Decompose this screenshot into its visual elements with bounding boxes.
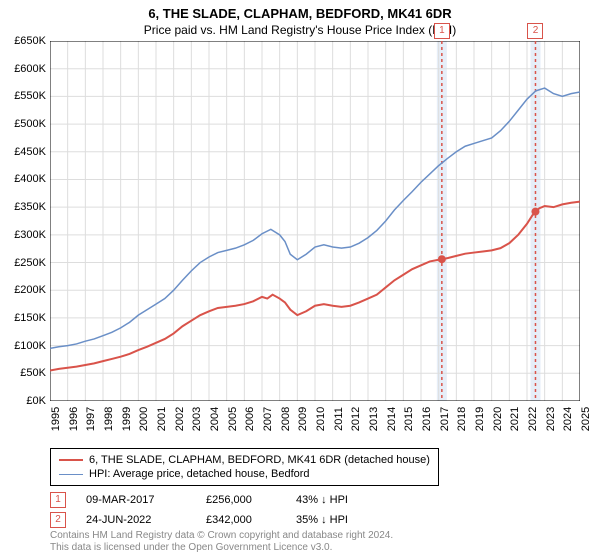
y-axis-tick-label: £550K: [14, 90, 46, 102]
x-axis-tick-label: 2013: [368, 407, 380, 431]
y-axis-tick-label: £50K: [20, 367, 46, 379]
x-axis-tick-label: 2021: [509, 407, 521, 431]
x-axis-tick-label: 2009: [297, 407, 309, 431]
x-axis-tick-label: 2022: [527, 407, 539, 431]
x-axis-tick-label: 2015: [403, 407, 415, 431]
sale-marker-badge: 1: [434, 23, 450, 39]
legend-swatch: [59, 459, 83, 461]
y-axis-tick-label: £400K: [14, 173, 46, 185]
sale-marker-badge: 2: [527, 23, 543, 39]
x-axis-tick-label: 2016: [421, 407, 433, 431]
y-axis-tick-label: £600K: [14, 63, 46, 75]
x-axis-tick-label: 1999: [121, 407, 133, 431]
x-axis-tick-label: 1996: [68, 407, 80, 431]
y-axis-tick-label: £350K: [14, 201, 46, 213]
y-axis-tick-label: £0K: [26, 395, 46, 407]
x-axis-tick-label: 2010: [315, 407, 327, 431]
x-axis-tick-label: 1997: [85, 407, 97, 431]
x-axis-tick-label: 2003: [191, 407, 203, 431]
x-axis-tick-label: 2000: [138, 407, 150, 431]
y-axis-tick-label: £650K: [14, 35, 46, 47]
sale-row: 1 09-MAR-2017 £256,000 43% ↓ HPI: [50, 490, 386, 510]
legend-label: HPI: Average price, detached house, Bedf…: [89, 468, 310, 480]
legend-swatch: [59, 474, 83, 475]
footer-line-1: Contains HM Land Registry data © Crown c…: [50, 530, 393, 542]
y-axis-tick-label: £500K: [14, 118, 46, 130]
x-axis-tick-label: 2012: [350, 407, 362, 431]
y-axis-tick-label: £450K: [14, 146, 46, 158]
chart-container: 6, THE SLADE, CLAPHAM, BEDFORD, MK41 6DR…: [0, 0, 600, 560]
x-axis-tick-label: 2005: [227, 407, 239, 431]
x-axis-tick-label: 1998: [103, 407, 115, 431]
x-axis-tick-label: 2004: [209, 407, 221, 431]
y-axis-tick-label: £150K: [14, 312, 46, 324]
legend-label: 6, THE SLADE, CLAPHAM, BEDFORD, MK41 6DR…: [89, 454, 430, 466]
sale-price: £342,000: [206, 514, 276, 526]
sale-price: £256,000: [206, 494, 276, 506]
y-axis-tick-label: £200K: [14, 284, 46, 296]
sale-index-badge: 2: [50, 512, 66, 528]
sale-row: 2 24-JUN-2022 £342,000 35% ↓ HPI: [50, 510, 386, 530]
legend-item: 6, THE SLADE, CLAPHAM, BEDFORD, MK41 6DR…: [59, 453, 430, 467]
chart-title: 6, THE SLADE, CLAPHAM, BEDFORD, MK41 6DR: [0, 0, 600, 21]
y-axis-tick-label: £100K: [14, 340, 46, 352]
legend: 6, THE SLADE, CLAPHAM, BEDFORD, MK41 6DR…: [50, 448, 439, 486]
chart-subtitle: Price paid vs. HM Land Registry's House …: [0, 21, 600, 41]
x-axis-tick-label: 2018: [456, 407, 468, 431]
sale-pct-vs-hpi: 43% ↓ HPI: [296, 494, 386, 506]
x-axis-tick-label: 2006: [244, 407, 256, 431]
sale-date: 09-MAR-2017: [86, 494, 186, 506]
x-axis-tick-label: 2019: [474, 407, 486, 431]
x-axis-tick-label: 2014: [386, 407, 398, 431]
x-axis-tick-label: 2024: [562, 407, 574, 431]
x-axis-tick-label: 2017: [439, 407, 451, 431]
x-axis-tick-label: 2007: [262, 407, 274, 431]
x-axis-tick-label: 1995: [50, 407, 62, 431]
sale-pct-vs-hpi: 35% ↓ HPI: [296, 514, 386, 526]
sale-date: 24-JUN-2022: [86, 514, 186, 526]
x-axis-tick-label: 2023: [545, 407, 557, 431]
footer: Contains HM Land Registry data © Crown c…: [50, 530, 393, 554]
chart-plot-area: £0K£50K£100K£150K£200K£250K£300K£350K£40…: [50, 41, 580, 401]
x-axis-tick-label: 2011: [333, 407, 345, 431]
x-axis-tick-label: 2002: [174, 407, 186, 431]
x-axis-tick-label: 2025: [580, 407, 592, 431]
y-axis-tick-label: £300K: [14, 229, 46, 241]
y-axis-tick-label: £250K: [14, 257, 46, 269]
legend-item: HPI: Average price, detached house, Bedf…: [59, 467, 430, 481]
x-axis-tick-label: 2020: [492, 407, 504, 431]
footer-line-2: This data is licensed under the Open Gov…: [50, 542, 393, 554]
x-axis-tick-label: 2008: [280, 407, 292, 431]
x-axis-tick-label: 2001: [156, 407, 168, 431]
sale-records: 1 09-MAR-2017 £256,000 43% ↓ HPI 2 24-JUN-202…: [50, 490, 386, 530]
sale-index-badge: 1: [50, 492, 66, 508]
